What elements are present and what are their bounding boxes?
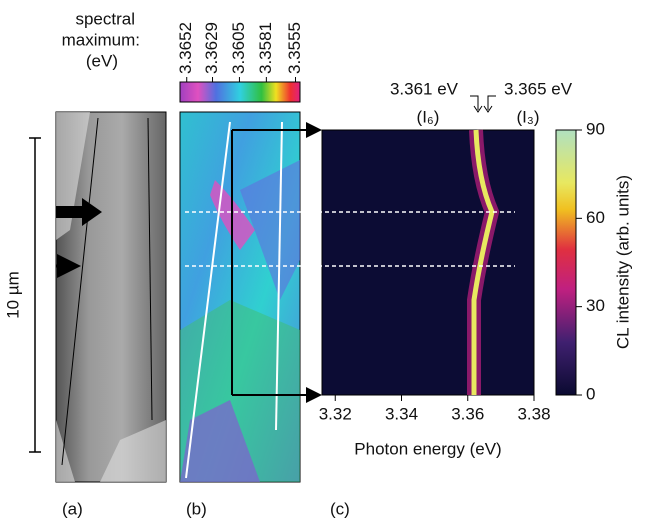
tick-label: 3.3581 (256, 22, 275, 74)
tick-label: 3.3629 (202, 22, 221, 74)
colorbar-title: maximum: (62, 30, 140, 49)
tick-label: 3.3652 (176, 22, 195, 74)
tick-label: 3.3555 (285, 22, 304, 74)
edge-line (61, 117, 99, 466)
c-tick-label: 60 (586, 208, 605, 227)
edge-line (185, 121, 231, 479)
map-region (180, 400, 260, 482)
arrow-thick (56, 198, 102, 226)
peak-arrow (483, 95, 496, 113)
colorbar-title: spectral (75, 9, 135, 28)
x-tick-label: 3.38 (517, 404, 550, 423)
peak-arrow (470, 95, 483, 113)
map-region (240, 160, 300, 300)
spectral-colorbar (179, 81, 301, 103)
annotation: 3.361 eV (390, 79, 459, 98)
panel-label: (b) (186, 499, 207, 518)
spectrum-map (321, 129, 535, 396)
x-tick-label: 3.34 (385, 404, 418, 423)
edge-line (275, 121, 283, 431)
panel-label: (c) (330, 499, 350, 518)
cl-colorbar (555, 129, 577, 396)
scale-label: 10 µm (3, 271, 22, 319)
c-tick-label: 30 (586, 296, 605, 315)
x-tick-label: 3.36 (451, 404, 484, 423)
panel-label: (a) (62, 499, 83, 518)
colorbar-title: (eV) (86, 51, 118, 70)
x-axis-label: Photon energy (eV) (354, 439, 501, 458)
spectral-peak (471, 129, 495, 395)
c-tick-label: 0 (586, 384, 595, 403)
c-tick-label: 90 (586, 119, 605, 138)
sem-bright (56, 112, 166, 482)
tick-label: 3.3605 (229, 22, 248, 74)
x-tick-label: 3.32 (319, 404, 352, 423)
annotation: (I₆) (417, 107, 440, 126)
annotation: (I₃) (517, 107, 540, 126)
edge-line (147, 117, 153, 421)
annotation: 3.365 eV (504, 79, 573, 98)
colorbar-label: CL intensity (arb. units) (613, 175, 632, 349)
